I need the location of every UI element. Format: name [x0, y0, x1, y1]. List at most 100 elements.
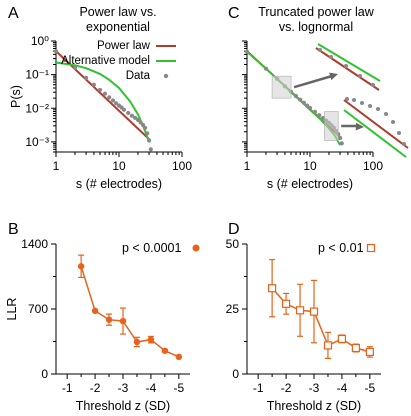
inset2-data-point: [402, 142, 406, 146]
panel-b-pvalue: p < 0.0001: [122, 241, 181, 255]
x-tick-label: -5: [364, 381, 375, 395]
data-point: [339, 141, 344, 146]
data-point: [268, 284, 277, 293]
x-tick-label: -2: [90, 381, 101, 395]
panel-a-legend: Power law Alternative model Data: [61, 40, 176, 82]
y-tick-label: 25: [226, 302, 240, 316]
x-tick-label: -1: [62, 381, 73, 395]
panel-c-chart: 1 10 100 s (# electrodes): [242, 40, 409, 191]
data-point: [295, 306, 305, 315]
data-point: [143, 125, 148, 130]
data-point: [91, 307, 99, 315]
data-point: [244, 49, 250, 54]
x-tick-label: 1: [53, 159, 60, 173]
data-point: [77, 263, 85, 270]
data-point: [97, 87, 103, 93]
data-point: [307, 105, 313, 111]
data-point: [126, 110, 131, 116]
inset-region-box-1: [271, 75, 292, 99]
inset2-data-point: [397, 131, 401, 135]
inset1-power-law-line: [315, 47, 380, 91]
x-tick-label: 100: [172, 159, 192, 173]
data-point: [53, 49, 59, 54]
y-tick-label: 700: [28, 302, 48, 316]
data-point: [305, 103, 310, 108]
y-tick-label: 1400: [21, 237, 48, 251]
data-point: [105, 316, 113, 323]
panel-c-title-line1: Truncated power law: [258, 5, 375, 19]
data-point: [320, 116, 325, 121]
data-point: [72, 65, 78, 70]
y-tick-label: 10⁰: [31, 34, 49, 48]
panel-a-title-line1: Power law vs.: [79, 5, 156, 19]
data-point: [135, 117, 141, 122]
data-point: [263, 66, 269, 71]
data-point: [301, 100, 306, 105]
inset-arrow-1: [293, 74, 333, 89]
y-tick-label: 50: [226, 237, 240, 251]
x-tick-label: -1: [253, 381, 264, 395]
inset1-alternative-line: [317, 43, 381, 82]
data-point: [281, 299, 291, 308]
inset2-data-point: [391, 120, 395, 124]
inset2-data-point: [376, 107, 380, 111]
x-tick-label: 10: [112, 159, 126, 173]
data-point: [91, 82, 96, 87]
data-point: [133, 115, 138, 120]
data-point: [102, 91, 108, 96]
panel-letter-d: D: [228, 221, 240, 238]
inset-region-box-2: [324, 111, 339, 141]
panel-c-title-line2: vs. lognormal: [279, 20, 353, 34]
data-point: [140, 122, 146, 127]
inset2-data-point: [345, 97, 349, 101]
inset2-data-point: [352, 98, 356, 102]
inset-arrow-head-2: [355, 122, 364, 131]
inset1-data-point: [344, 64, 348, 68]
x-tick-label: -4: [146, 381, 157, 395]
panel-b-chart: -1 -2 -3 -4 -5 0 700 1400 Threshold z (SD) LLR: [5, 237, 190, 413]
data-point: [161, 347, 169, 354]
inset1-data-point: [371, 83, 375, 87]
x-tick-label: -3: [309, 381, 320, 395]
data-point: [121, 107, 127, 112]
y-axis-label: P(s): [9, 85, 23, 108]
inset-arrow-head-1: [329, 72, 338, 81]
y-tick-label: 10⁻²: [25, 101, 49, 115]
data-point: [129, 113, 134, 118]
data-point: [337, 334, 347, 343]
panel-d-pvalue: p < 0.01: [318, 241, 364, 255]
inset2-power-law-line: [343, 99, 409, 149]
y-tick-label: 0: [41, 367, 48, 381]
data-point: [312, 109, 318, 114]
data-point: [298, 97, 303, 102]
x-axis-label: Threshold z (SD): [76, 399, 170, 413]
inset1-data-point: [329, 55, 333, 59]
panel-a-title-line2: exponential: [86, 20, 150, 34]
x-axis-label: s (# electrodes): [267, 177, 353, 191]
inset2-data-point: [368, 104, 372, 108]
data-point: [147, 138, 152, 143]
data-point: [107, 95, 112, 100]
x-tick-label: -5: [173, 381, 184, 395]
data-point: [110, 98, 115, 103]
legend-data-label: Data: [126, 70, 151, 82]
x-tick-label: -3: [118, 381, 129, 395]
y-tick-label: 10⁻¹: [25, 68, 49, 82]
panel-a-chart: 1 10 100 10⁰ 10⁻¹ 10⁻² 10⁻³ s (# electrodes) P(s…: [9, 34, 192, 191]
inset1-data-point: [318, 48, 322, 52]
x-tick-label: 100: [363, 159, 383, 173]
data-point: [293, 94, 299, 99]
inset2-alternative-line: [343, 109, 407, 158]
data-point: [323, 341, 333, 350]
series-line: [271, 287, 371, 353]
panel-letter-c: C: [228, 5, 240, 22]
data-point: [133, 338, 141, 346]
inset2-data-point: [384, 112, 388, 116]
x-axis-label: s (# electrodes): [76, 177, 162, 191]
data-point: [84, 75, 89, 80]
data-point: [114, 101, 119, 106]
panel-d-chart: -1 -2 -3 -4 -5 0 25 50 Threshold z (SD): [226, 237, 381, 413]
x-axis-label: Threshold z (SD): [267, 399, 361, 413]
inset1-data-point: [358, 74, 362, 78]
panel-b-legend-marker: [192, 244, 200, 252]
